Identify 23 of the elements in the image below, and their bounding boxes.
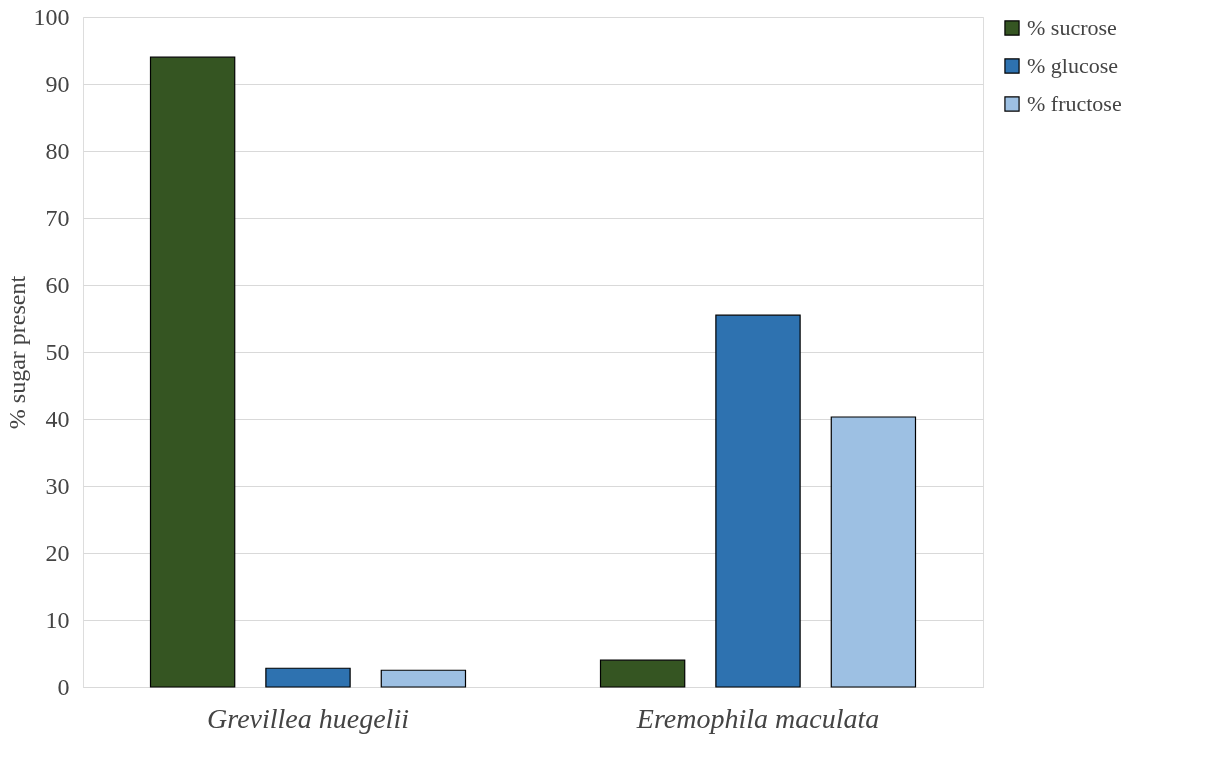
bar: [715, 314, 801, 688]
y-tick-label: 50: [45, 338, 70, 365]
y-tick-label: 0: [57, 673, 70, 700]
y-tick-label: 40: [45, 405, 70, 432]
bar: [265, 667, 351, 688]
bar: [830, 416, 917, 688]
y-tick-label: 30: [45, 472, 70, 499]
bar: [149, 56, 236, 688]
legend-label: % fructose: [1027, 91, 1122, 116]
y-tick-label: 10: [45, 606, 70, 633]
y-tick-label: 70: [45, 204, 70, 231]
bar: [599, 659, 686, 688]
legend-label: % glucose: [1027, 53, 1119, 78]
y-tick-label: 90: [45, 70, 70, 97]
y-tick-label: 20: [45, 539, 70, 566]
y-tick-label: 80: [45, 137, 70, 164]
x-tick-label: Eremophila maculata: [635, 702, 880, 734]
y-tick-label: 100: [33, 3, 70, 30]
x-tick-label: Grevillea huegelii: [207, 702, 409, 734]
y-tick-label: 60: [45, 271, 70, 298]
legend-label: % sucrose: [1027, 15, 1117, 40]
y-axis-title: % sugar present: [3, 275, 30, 430]
bar: [380, 669, 467, 688]
